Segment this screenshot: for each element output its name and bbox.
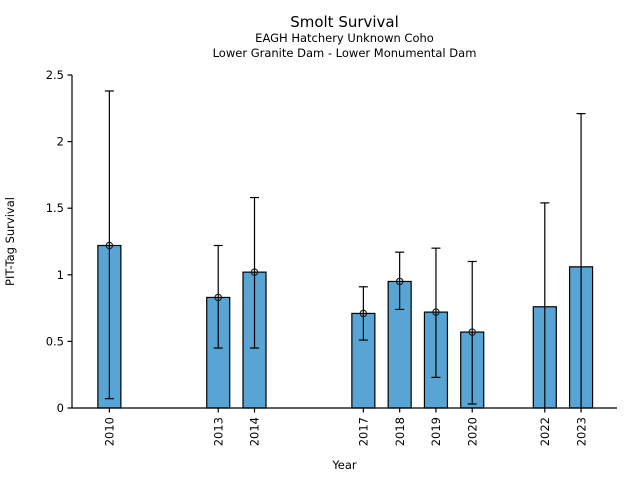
chart-title: Smolt Survival [290, 13, 399, 31]
axes-spines [71, 75, 617, 409]
y-axis-label: PIT-Tag Survival [3, 197, 17, 286]
x-tick-label-2023: 2023 [574, 417, 588, 446]
y-tick-label: 1 [57, 268, 64, 282]
y-tick-label: 0 [57, 401, 64, 415]
chart-subtitle-line1: EAGH Hatchery Unknown Coho [255, 31, 434, 45]
point-marker-2010 [105, 241, 114, 250]
x-tick-label-2010: 2010 [103, 417, 117, 446]
plot-area: 0 0.5 1 1.5 2 2.5 2010 2013 2014 2017 2018 2019 2020… [46, 68, 594, 446]
point-marker-2014 [250, 268, 259, 276]
x-tick-label-2022: 2022 [538, 417, 552, 446]
x-tick-label-2017: 2017 [357, 417, 371, 446]
point-marker-2017 [359, 309, 368, 318]
x-tick-label-2013: 2013 [211, 417, 225, 446]
point-marker-2018 [395, 277, 404, 286]
point-marker-2019 [432, 308, 440, 316]
chart-subtitle-line2: Lower Granite Dam - Lower Monumental Dam [213, 46, 477, 60]
point-marker-2013 [214, 293, 222, 302]
x-tick-label-2020: 2020 [465, 417, 479, 446]
x-tick-label-2019: 2019 [429, 417, 443, 446]
x-tick-label-2014: 2014 [248, 417, 262, 446]
x-axis-label: Year [331, 458, 357, 472]
x-tick-label-2018: 2018 [393, 417, 407, 446]
point-marker-2020 [468, 328, 476, 336]
y-tick-label: 0.5 [46, 334, 64, 348]
y-tick-label: 2.5 [46, 68, 64, 82]
y-tick-label: 2 [57, 135, 64, 149]
y-tick-label: 1.5 [46, 201, 64, 215]
